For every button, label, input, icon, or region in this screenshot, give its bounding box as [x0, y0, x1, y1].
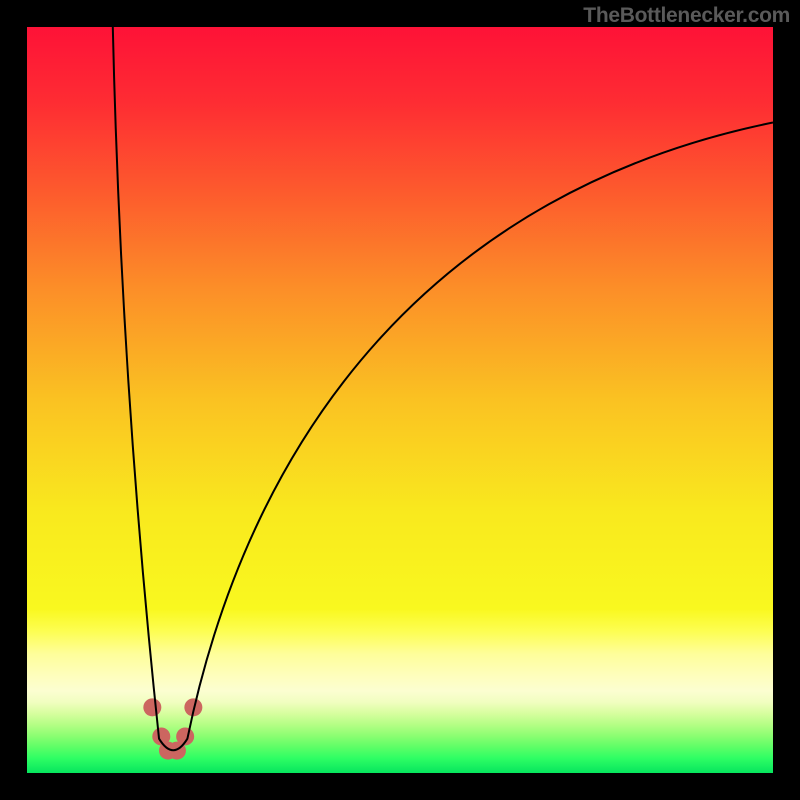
plot-area [27, 27, 773, 773]
chart-frame: TheBottlenecker.com [0, 0, 800, 800]
bottleneck-curve [113, 27, 773, 750]
curve-layer [27, 27, 773, 773]
watermark-text: TheBottlenecker.com [583, 4, 790, 28]
marker-dot [143, 698, 161, 716]
